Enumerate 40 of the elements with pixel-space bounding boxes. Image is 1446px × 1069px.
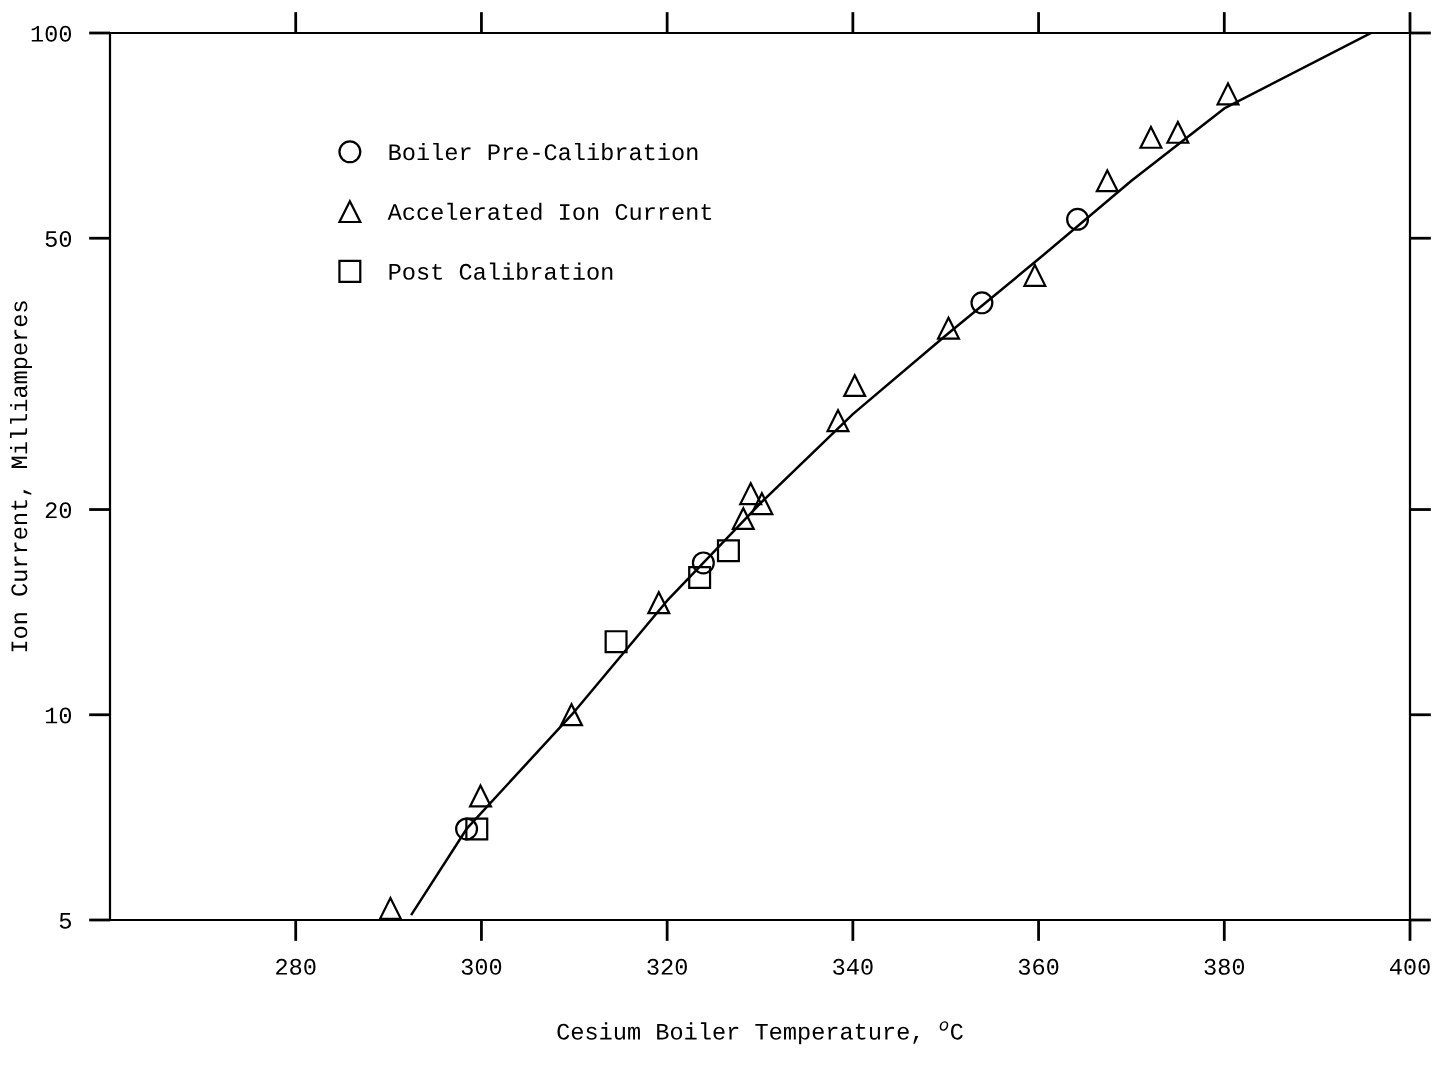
point bbox=[970, 291, 994, 315]
y-axis-title: Ion Current, Milliamperes bbox=[9, 301, 32, 652]
x-tick-label: 400 bbox=[1389, 958, 1430, 975]
legend-label: Post Calibration bbox=[389, 262, 613, 280]
point bbox=[750, 492, 774, 516]
legend-label: Accelerated Ion Current bbox=[387, 202, 712, 221]
point bbox=[716, 539, 740, 563]
x-tick-label: 340 bbox=[833, 958, 873, 975]
point bbox=[455, 817, 479, 841]
y-tick-label: 5 bbox=[59, 913, 71, 929]
point bbox=[843, 374, 867, 398]
x-tick-label: 280 bbox=[276, 958, 316, 975]
legend-label: Boiler Pre-Calibration bbox=[389, 142, 698, 161]
x-tick-label: 320 bbox=[647, 958, 687, 975]
point bbox=[688, 565, 712, 589]
point bbox=[739, 482, 763, 506]
point bbox=[468, 784, 493, 808]
point bbox=[1095, 169, 1119, 193]
point bbox=[1166, 120, 1190, 144]
point bbox=[936, 316, 961, 340]
point bbox=[826, 409, 850, 433]
point bbox=[378, 896, 402, 920]
point bbox=[731, 507, 755, 531]
y-tick-label: 100 bbox=[31, 25, 72, 42]
point bbox=[647, 591, 671, 615]
x-tick-label: 360 bbox=[1018, 958, 1059, 975]
y-tick-label: 50 bbox=[45, 230, 72, 248]
x-axis-title: Cesium Boiler Temperature, $^{o}$C bbox=[557, 1021, 963, 1045]
point bbox=[1023, 263, 1047, 287]
y-tick-label: 10 bbox=[45, 707, 72, 724]
y-tick-label: 20 bbox=[45, 502, 72, 519]
point bbox=[691, 551, 715, 575]
point bbox=[1139, 125, 1163, 149]
x-tick-label: 300 bbox=[461, 958, 502, 975]
point bbox=[1066, 207, 1090, 231]
point bbox=[604, 630, 628, 654]
point bbox=[559, 703, 584, 727]
point bbox=[1216, 82, 1240, 106]
point bbox=[465, 817, 489, 841]
x-tick-label: 380 bbox=[1204, 958, 1245, 975]
